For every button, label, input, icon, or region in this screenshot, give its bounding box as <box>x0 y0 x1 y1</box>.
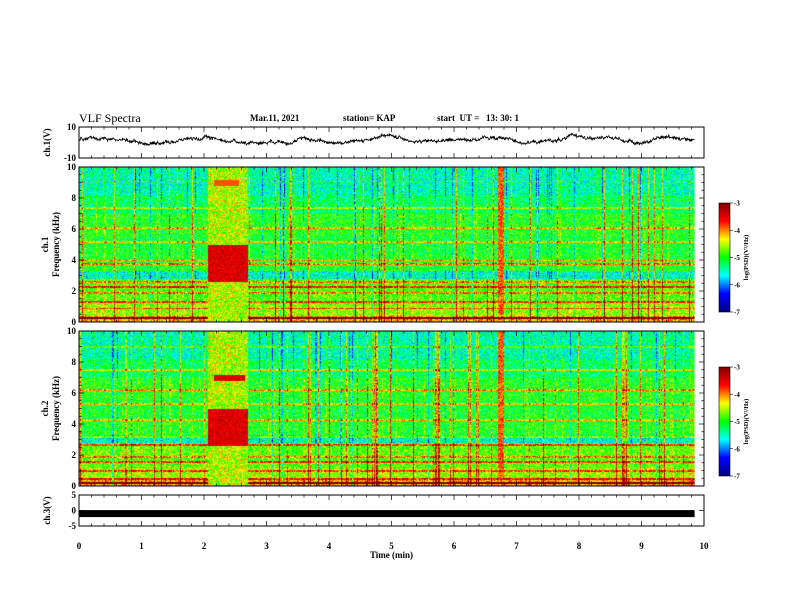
ch2-spectrogram-ylabel: Frequency (kHz) <box>51 376 61 441</box>
station-label: station= KAP <box>343 113 396 123</box>
ch2-spectrogram-ytick-label: 2 <box>72 450 77 460</box>
x-tick-label: 10 <box>700 541 710 551</box>
ch1-spectrogram-ytick-label: 6 <box>72 224 77 234</box>
x-tick-label: 4 <box>327 541 332 551</box>
ch2-spectrogram-colorbar-tick-label: -6 <box>734 445 740 453</box>
ch2-spectrogram-ytick-label: 0 <box>72 481 77 491</box>
ch1-waveform-ytick-label: -10 <box>64 153 76 163</box>
ch2-spectrogram-blank <box>694 331 704 486</box>
ch2-spectrogram-ylabel-channel: ch.2 <box>40 400 50 416</box>
ch2-spectrogram-image <box>79 331 704 486</box>
ch1-spectrogram-colorbar <box>718 202 731 313</box>
ch1-spectrogram-colorbar-tick-label: -4 <box>734 227 740 235</box>
ch2-spectrogram-colorbar-tick-label: -7 <box>734 473 740 481</box>
x-tick-label: 1 <box>139 541 144 551</box>
ch1-spectrogram-blank <box>694 167 704 322</box>
ch1-spectrogram-colorbar-tick-label: -6 <box>734 281 740 289</box>
date-label: Mar.11, 2021 <box>250 113 300 123</box>
ch1-waveform-ytick-label: 10 <box>67 122 77 132</box>
ch1-spectrogram-ytick-label: 4 <box>72 255 77 265</box>
ch3-waveform-trace <box>79 510 695 518</box>
ch1-spectrogram-colorbar-tick-label: -7 <box>734 309 740 317</box>
ch2-spectrogram-colorbar <box>718 366 731 477</box>
ch1-spectrogram-colorbar-label: log(PSD)(V²/Hz) <box>743 235 750 281</box>
x-tick-label: 9 <box>639 541 644 551</box>
ch2-spectrogram-ytick-label: 6 <box>72 388 77 398</box>
ch2-spectrogram-colorbar-tick-label: -4 <box>734 391 740 399</box>
ch2-spectrogram-ytick-label: 10 <box>67 326 77 336</box>
ch3-waveform-ytick-label: -5 <box>69 521 77 531</box>
ch1-spectrogram-ytick-label: 10 <box>67 162 77 172</box>
ch2-spectrogram-ytick-label: 4 <box>72 419 77 429</box>
ch1-spectrogram-colorbar-tick-label: -5 <box>734 254 740 262</box>
ch1-waveform-trace <box>78 132 695 147</box>
ch2-spectrogram-ytick-label: 8 <box>72 357 77 367</box>
x-tick-label: 7 <box>514 541 519 551</box>
x-tick-label: 8 <box>577 541 582 551</box>
x-axis-label: Time (min) <box>370 550 413 560</box>
ch1-spectrogram-colorbar-tick-label: -3 <box>734 200 740 208</box>
ch1-waveform-ylabel: ch.1(V) <box>42 128 52 156</box>
ch1-spectrogram-image <box>79 167 704 322</box>
figure-title: VLF Spectra <box>79 111 141 125</box>
ch1-spectrogram-ytick-label: 8 <box>72 193 77 203</box>
ch1-spectrogram-ylabel-channel: ch.1 <box>40 236 50 252</box>
x-tick-label: 2 <box>202 541 207 551</box>
ch2-spectrogram-colorbar-tick-label: -5 <box>734 418 740 426</box>
x-tick-label: 6 <box>452 541 457 551</box>
x-tick-label: 0 <box>77 541 82 551</box>
ch2-spectrogram-colorbar-label: log(PSD)(V²/Hz) <box>743 399 750 445</box>
ch1-spectrogram-ytick-label: 2 <box>72 286 77 296</box>
ch2-spectrogram-colorbar-tick-label: -3 <box>734 364 740 372</box>
x-tick-label: 3 <box>264 541 269 551</box>
ch1-spectrogram-ytick-label: 0 <box>72 317 77 327</box>
ch3-waveform-ytick-label: 5 <box>72 490 77 500</box>
x-tick-label: 5 <box>389 541 394 551</box>
ch3-waveform-ytick-label: 0 <box>72 506 77 516</box>
start-time-label: start UT = 13: 30: 1 <box>437 113 519 123</box>
ch1-spectrogram-ylabel: Frequency (kHz) <box>51 212 61 277</box>
ch3-waveform-ylabel: ch.3(V) <box>42 496 52 524</box>
